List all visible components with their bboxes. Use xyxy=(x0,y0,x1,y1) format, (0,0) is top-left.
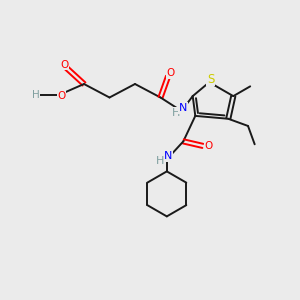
Text: O: O xyxy=(167,68,175,79)
Text: S: S xyxy=(207,73,214,86)
Text: H: H xyxy=(32,89,40,100)
Text: O: O xyxy=(204,141,212,151)
Text: O: O xyxy=(60,59,69,70)
Text: O: O xyxy=(57,91,66,101)
Text: H: H xyxy=(156,156,164,166)
Text: H: H xyxy=(172,107,180,118)
Text: N: N xyxy=(179,103,187,113)
Text: N: N xyxy=(164,152,172,161)
